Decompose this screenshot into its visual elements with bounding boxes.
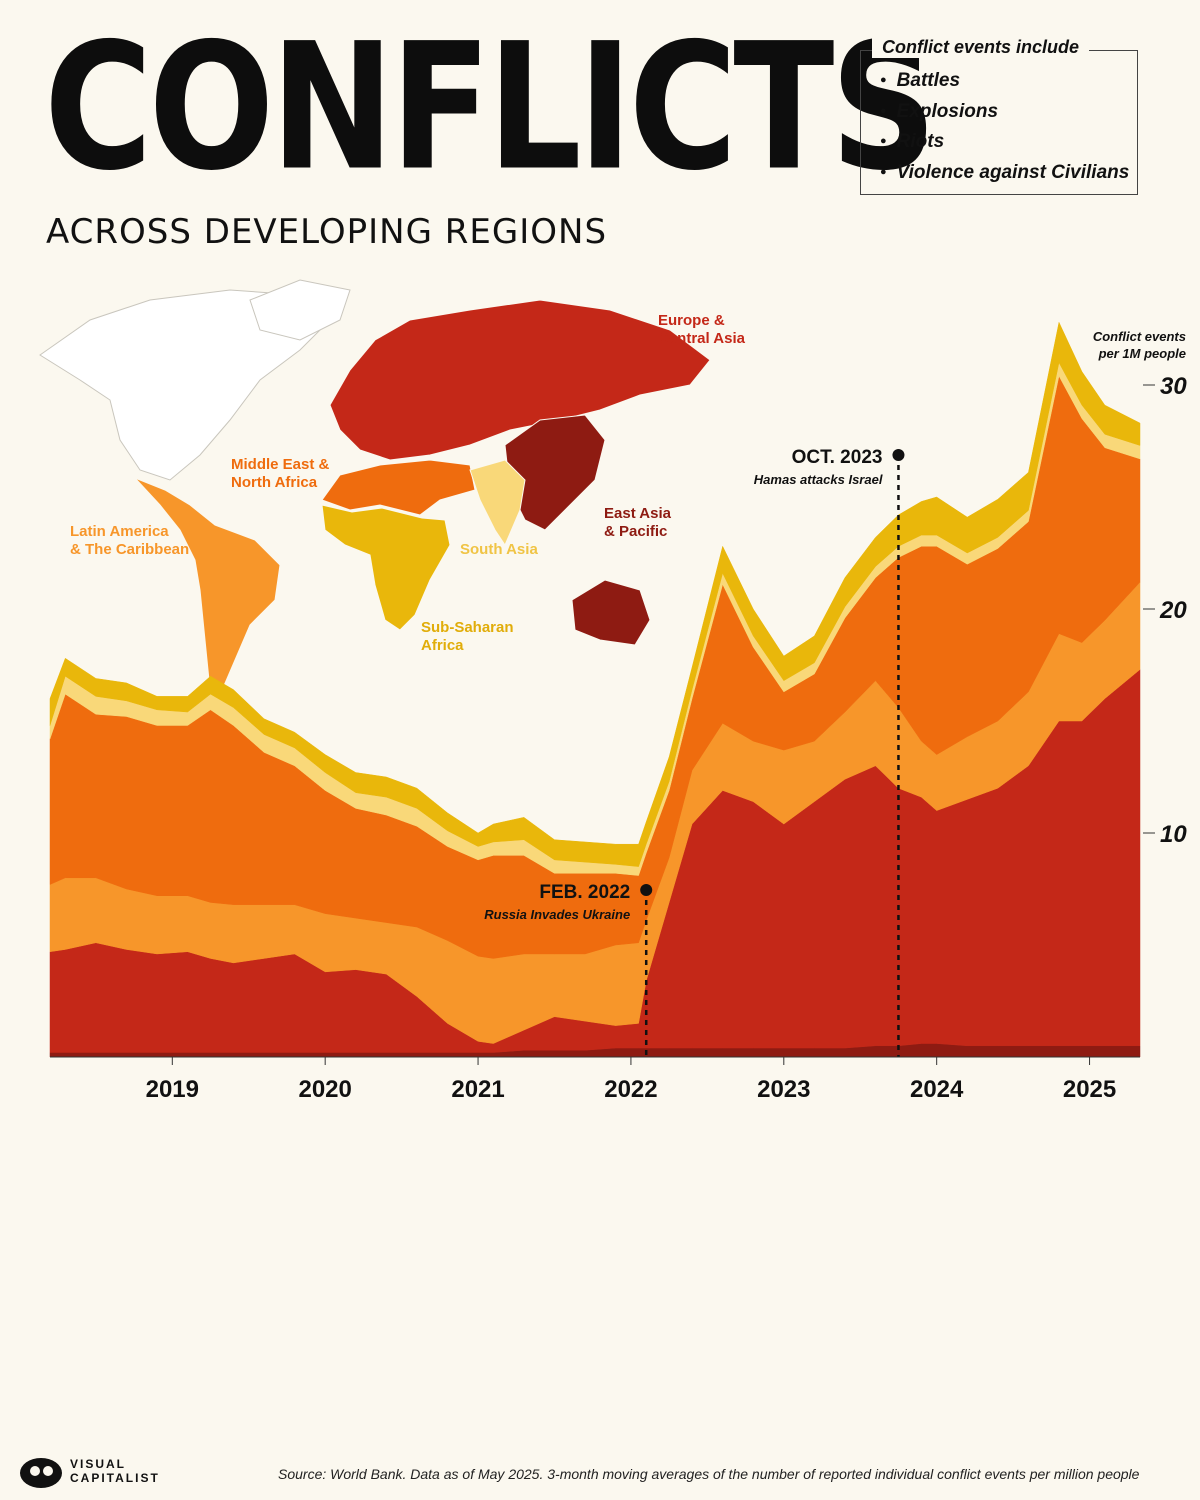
area-sub-saharan-africa bbox=[49, 322, 1141, 867]
y-axis-label-line2: per 1M people bbox=[1098, 346, 1186, 361]
map-sub-saharan-africa bbox=[321, 504, 451, 631]
annotation-text: Russia Invades Ukraine bbox=[484, 907, 630, 922]
annotation-date: FEB. 2022 bbox=[539, 882, 630, 903]
legend-item-violence: Violence against Civilians bbox=[880, 162, 1130, 193]
source-note: Source: World Bank. Data as of May 2025.… bbox=[278, 1466, 1140, 1482]
page-subtitle: ACROSS DEVELOPING REGIONS bbox=[46, 212, 608, 252]
page-title: CONFLICTS bbox=[44, 5, 937, 209]
legend-item-battles: Battles bbox=[880, 70, 1129, 101]
y-tick-label: 30 bbox=[1160, 373, 1187, 400]
map-greenland bbox=[249, 279, 351, 341]
area-series-group bbox=[49, 322, 1141, 1058]
y-tick-label: 20 bbox=[1159, 597, 1187, 624]
y-axis-label-line1: Conflict events bbox=[1093, 329, 1186, 344]
event-annotations: FEB. 2022 Russia Invades Ukraine OCT. 2023… bbox=[484, 447, 905, 1057]
x-tick-label: 2019 bbox=[146, 1076, 199, 1103]
logo-line2: CAPITALIST bbox=[70, 1471, 160, 1485]
map-middle-east-north-africa bbox=[321, 459, 476, 516]
logo-icon bbox=[18, 1456, 64, 1495]
region-label-latam: Latin America & The Caribbean bbox=[70, 523, 189, 558]
legend-title: Conflict events include bbox=[872, 37, 1090, 58]
region-label-south-asia: South Asia bbox=[460, 541, 538, 558]
x-tick-label: 2025 bbox=[1063, 1076, 1116, 1103]
logo-text: VISUAL CAPITALIST bbox=[70, 1457, 160, 1485]
legend-item-explosions: Explosions bbox=[880, 101, 1129, 132]
region-label-mena: Middle East & North Africa bbox=[231, 456, 330, 491]
legend-item-riots: Riots bbox=[880, 131, 1129, 162]
annotation-dot bbox=[892, 449, 905, 461]
map-latin-america bbox=[134, 477, 281, 696]
logo-line1: VISUAL bbox=[70, 1457, 127, 1471]
region-label-east-asia: East Asia & Pacific bbox=[604, 505, 672, 540]
annotation-date: OCT. 2023 bbox=[792, 447, 883, 468]
world-map bbox=[39, 279, 711, 696]
x-tick-label: 2021 bbox=[451, 1076, 504, 1103]
region-label-ssa: Sub-Saharan Africa bbox=[421, 619, 514, 654]
region-label-europe: Europe & Central Asia bbox=[658, 312, 746, 347]
map-europe-central-asia bbox=[329, 299, 711, 461]
annotation-text: Hamas attacks Israel bbox=[754, 472, 883, 487]
x-tick-label: 2024 bbox=[910, 1076, 964, 1103]
map-australia bbox=[571, 579, 651, 646]
map-south-asia bbox=[469, 459, 526, 547]
legend-list: Battles Explosions Riots Violence agains… bbox=[880, 70, 1130, 193]
axes: 2019 2020 2021 2022 2023 2024 2025 10 20 30 bbox=[50, 373, 1187, 1103]
x-tick-label: 2023 bbox=[757, 1076, 810, 1103]
y-tick-label: 10 bbox=[1160, 821, 1187, 848]
annotation-dot bbox=[640, 884, 653, 896]
x-tick-label: 2022 bbox=[604, 1076, 657, 1103]
region-labels: Europe & Central Asia East Asia & Pacific … bbox=[70, 312, 746, 654]
x-tick-label: 2020 bbox=[298, 1076, 351, 1103]
map-east-asia-pacific bbox=[504, 414, 606, 531]
map-north-america bbox=[39, 289, 331, 481]
